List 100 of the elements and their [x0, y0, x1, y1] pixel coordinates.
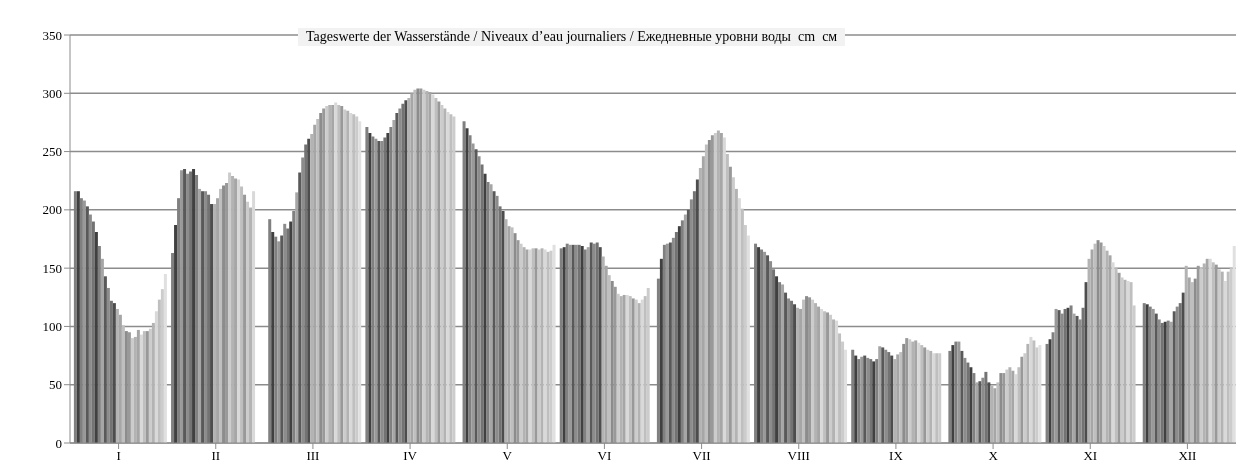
- x-tick-label: III: [306, 448, 320, 464]
- x-tick-label: XI: [1083, 448, 1098, 464]
- bar: [674, 232, 678, 443]
- bar: [277, 241, 281, 443]
- bar: [480, 164, 484, 443]
- y-tick-label: 0: [55, 435, 62, 451]
- bar: [1108, 255, 1112, 443]
- bar: [893, 359, 897, 443]
- bar: [392, 120, 396, 443]
- bar: [240, 186, 244, 443]
- bar: [1172, 311, 1176, 443]
- bar: [163, 273, 167, 443]
- bar: [698, 167, 702, 443]
- x-tick-label: IX: [889, 448, 904, 464]
- x-tick-label: VIII: [787, 448, 810, 464]
- x-tick-label: IV: [403, 448, 418, 464]
- bar: [1087, 258, 1091, 443]
- bar: [659, 258, 663, 443]
- bar: [601, 256, 605, 443]
- x-tick-label: V: [502, 448, 513, 464]
- x-tick-label: X: [988, 448, 999, 464]
- bar: [996, 382, 1000, 443]
- y-tick-label: 300: [42, 85, 62, 101]
- y-tick-label: 200: [42, 202, 62, 218]
- y-tick-label: 350: [42, 27, 62, 43]
- bar: [683, 214, 687, 443]
- bar: [1202, 263, 1206, 443]
- bar: [136, 329, 140, 443]
- bar: [94, 232, 98, 443]
- bar: [504, 219, 508, 443]
- bar: [775, 276, 779, 443]
- bar: [725, 153, 729, 443]
- bar: [1084, 282, 1088, 443]
- y-tick-label: 50: [49, 377, 62, 393]
- bar: [383, 137, 387, 443]
- bar: [1105, 250, 1109, 443]
- bar: [784, 292, 788, 443]
- bar: [844, 349, 848, 443]
- bar: [316, 118, 320, 443]
- bar: [969, 367, 973, 443]
- bar: [368, 132, 372, 443]
- bar: [766, 255, 770, 443]
- bar: [1117, 272, 1121, 443]
- bar: [1081, 307, 1085, 443]
- chart-title: Tageswerte der Wasserstände / Niveaux d’eau journaliers / Ежедневные уровни воды cm см: [298, 28, 846, 46]
- bar: [295, 192, 299, 443]
- x-tick-label: VI: [597, 448, 612, 464]
- bar: [984, 371, 988, 443]
- bar: [310, 134, 314, 443]
- bar: [100, 258, 104, 443]
- bar: [298, 172, 302, 443]
- bar: [598, 247, 602, 443]
- bar: [465, 128, 469, 443]
- bar: [289, 221, 293, 443]
- x-tick-label: I: [116, 448, 121, 464]
- bar: [695, 179, 699, 443]
- bar: [471, 143, 475, 443]
- bar: [115, 308, 119, 443]
- bar: [160, 289, 164, 443]
- bar: [243, 194, 247, 443]
- bar: [271, 232, 275, 443]
- bar: [966, 362, 970, 443]
- bar: [743, 225, 747, 443]
- bar: [498, 206, 502, 443]
- bar: [552, 244, 556, 443]
- bar: [841, 341, 845, 443]
- x-tick-label: XII: [1178, 448, 1197, 464]
- bar: [358, 121, 362, 443]
- bar: [613, 286, 617, 443]
- bar: [280, 235, 284, 443]
- bar: [174, 225, 178, 443]
- bar: [646, 287, 650, 443]
- bar: [772, 269, 776, 443]
- bar: [1184, 265, 1188, 443]
- bar: [474, 149, 478, 443]
- bar: [686, 209, 690, 443]
- bar: [501, 211, 505, 443]
- bar: [85, 206, 89, 443]
- bar: [1048, 339, 1052, 443]
- bar: [386, 132, 390, 443]
- bar: [854, 355, 858, 443]
- bar: [307, 138, 311, 443]
- y-tick-label: 150: [42, 260, 62, 276]
- bar: [746, 235, 750, 443]
- bar: [1017, 367, 1021, 443]
- bar: [304, 144, 308, 443]
- bar: [692, 191, 696, 443]
- bar: [483, 173, 487, 443]
- bar: [492, 191, 496, 443]
- bar: [951, 345, 955, 443]
- x-tick-label: VII: [692, 448, 711, 464]
- bar: [1154, 313, 1158, 443]
- bar: [677, 226, 681, 443]
- bar: [1181, 292, 1185, 443]
- bar: [252, 191, 256, 443]
- bar: [286, 228, 290, 443]
- x-tick-label: II: [211, 448, 221, 464]
- bar: [395, 113, 399, 443]
- y-tick-label: 250: [42, 144, 62, 160]
- bar: [103, 276, 107, 443]
